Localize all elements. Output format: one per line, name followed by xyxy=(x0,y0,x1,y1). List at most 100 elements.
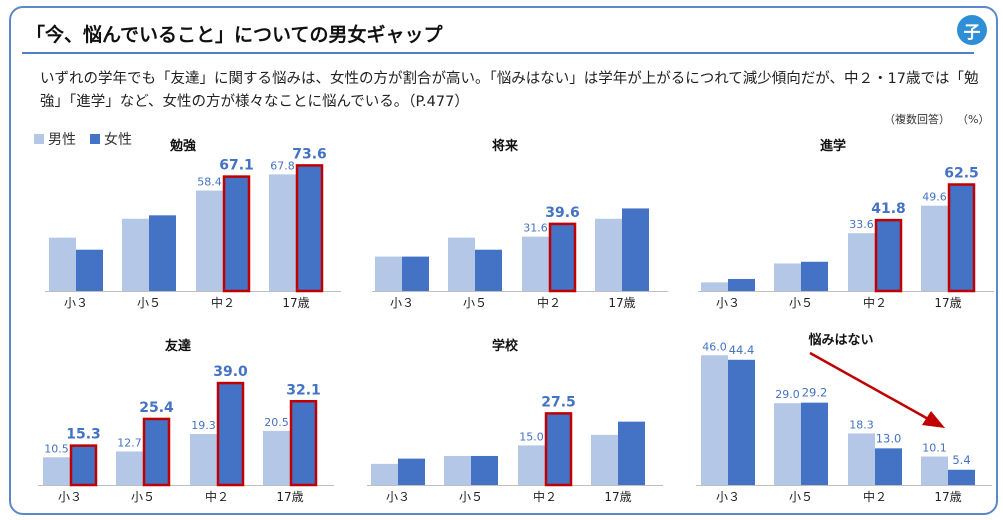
tick-label-6-4: 17歳 xyxy=(934,490,961,504)
data-label-female-1-3: 67.1 xyxy=(219,158,254,174)
bar-female-3-1 xyxy=(728,278,755,291)
data-label-female-2-3: 39.6 xyxy=(545,205,580,221)
bar-female-1-4 xyxy=(295,164,324,293)
bar-male-1-2 xyxy=(122,218,149,291)
bar-male-2-1 xyxy=(375,256,402,291)
data-label-female-4-3: 39.0 xyxy=(213,364,248,380)
bar-female-4-1 xyxy=(69,444,98,487)
data-label-female-6-4: 5.4 xyxy=(952,453,970,467)
tick-label-1-3: 中２ xyxy=(211,295,235,310)
data-label-male-3-4: 49.6 xyxy=(922,191,947,204)
bar-male-3-2 xyxy=(774,263,801,291)
bar-female-1-1 xyxy=(76,249,103,291)
bar-female-6-2 xyxy=(801,402,828,485)
data-label-female-3-3: 41.8 xyxy=(871,201,906,217)
bar-female-2-1 xyxy=(402,256,429,291)
bar-male-5-4 xyxy=(591,434,618,485)
tick-label-3-2: 小５ xyxy=(789,296,813,310)
tick-label-5-4: 17歳 xyxy=(604,490,631,504)
data-label-female-6-2: 29.2 xyxy=(802,386,828,400)
bar-female-2-3 xyxy=(548,222,577,293)
tick-label-2-4: 17歳 xyxy=(608,296,635,310)
bar-male-6-2 xyxy=(774,403,801,485)
trend-arrow-line xyxy=(809,351,931,422)
data-label-female-4-2: 25.4 xyxy=(139,400,174,416)
bar-female-5-2 xyxy=(471,455,498,485)
tick-label-4-1: 小３ xyxy=(58,490,82,504)
panel-title-4: 友達 xyxy=(165,338,191,354)
data-label-male-4-4: 20.5 xyxy=(264,416,289,429)
bar-male-2-4 xyxy=(595,218,622,291)
tick-label-3-1: 小３ xyxy=(716,296,740,310)
data-label-male-6-1: 46.0 xyxy=(702,340,727,353)
bar-female-2-2 xyxy=(475,249,502,291)
panel-title-3: 進学 xyxy=(820,138,846,154)
bar-female-3-2 xyxy=(801,261,828,291)
data-label-male-6-3: 18.3 xyxy=(849,418,874,431)
description: いずれの学年でも「友達」に関する悩みは、女性の方が割合が高い。「悩みはない」は学… xyxy=(40,71,979,110)
bar-male-2-2 xyxy=(448,237,475,291)
data-label-male-6-2: 29.0 xyxy=(775,388,800,401)
note-multiple-answers: （複数回答） xyxy=(884,113,950,126)
bar-male-1-4 xyxy=(269,174,296,291)
tick-label-2-1: 小３ xyxy=(390,296,414,310)
data-label-female-3-4: 62.5 xyxy=(944,166,979,182)
data-label-male-4-2: 12.7 xyxy=(117,436,142,449)
bar-male-4-4 xyxy=(263,430,290,485)
data-label-male-2-3: 31.6 xyxy=(523,222,548,235)
tick-label-2-3: 中２ xyxy=(537,295,561,310)
tick-label-3-3: 中２ xyxy=(863,295,887,310)
bar-female-6-1 xyxy=(728,359,755,485)
bar-male-5-1 xyxy=(371,463,398,485)
tick-label-5-1: 小３ xyxy=(386,490,410,504)
tick-label-1-4: 17歳 xyxy=(282,296,309,310)
data-label-male-6-4: 10.1 xyxy=(922,442,947,455)
page-title: 「今、悩んでいること」についての男女ギャップ xyxy=(26,24,443,46)
bar-male-1-3 xyxy=(196,190,223,291)
bar-male-2-3 xyxy=(522,236,549,291)
trend-arrow-head xyxy=(922,411,945,428)
data-label-male-4-1: 10.5 xyxy=(44,442,69,455)
bar-male-6-4 xyxy=(921,456,948,485)
data-label-female-1-4: 73.6 xyxy=(292,146,327,162)
data-label-female-6-1: 44.4 xyxy=(729,343,755,357)
data-label-male-5-3: 15.0 xyxy=(519,430,544,443)
bar-female-1-3 xyxy=(222,175,251,293)
bar-male-4-3 xyxy=(190,434,217,485)
legend-swatch-male xyxy=(34,134,44,144)
bar-female-5-1 xyxy=(398,458,425,485)
bar-female-2-4 xyxy=(622,208,649,291)
bar-female-4-3 xyxy=(216,381,245,487)
bar-male-3-3 xyxy=(848,233,875,291)
title-divider xyxy=(22,52,974,54)
bar-female-3-3 xyxy=(874,218,903,293)
panel-title-2: 将来 xyxy=(492,138,519,154)
bar-female-4-2 xyxy=(142,417,171,487)
panel-title-5: 学校 xyxy=(492,338,519,354)
bar-male-3-1 xyxy=(701,282,728,291)
legend-label-male: 男性 xyxy=(48,132,76,148)
bar-male-4-2 xyxy=(116,451,143,485)
data-label-male-3-3: 33.6 xyxy=(849,218,874,231)
bar-female-3-4 xyxy=(947,183,976,293)
data-label-female-4-1: 15.3 xyxy=(66,427,101,443)
bar-male-6-1 xyxy=(701,355,728,485)
data-label-female-5-3: 27.5 xyxy=(541,394,576,410)
bar-male-4-1 xyxy=(43,457,70,485)
tick-label-6-1: 小３ xyxy=(716,490,740,504)
tick-label-5-2: 小５ xyxy=(459,490,483,504)
panel-title-6: 悩みはない xyxy=(807,332,873,348)
bar-female-4-4 xyxy=(289,400,318,487)
data-label-male-1-3: 58.4 xyxy=(197,176,222,189)
legend-label-female: 女性 xyxy=(104,132,132,148)
tick-label-6-2: 小５ xyxy=(789,490,813,504)
tick-label-2-2: 小５ xyxy=(463,296,487,310)
bar-male-3-4 xyxy=(921,205,948,291)
data-label-male-4-3: 19.3 xyxy=(191,419,216,432)
data-label-male-1-4: 67.8 xyxy=(270,159,295,172)
tick-label-4-4: 17歳 xyxy=(276,490,303,504)
bar-male-5-3 xyxy=(518,445,545,485)
data-label-female-4-4: 32.1 xyxy=(286,382,321,398)
tick-label-6-3: 中２ xyxy=(863,489,887,504)
